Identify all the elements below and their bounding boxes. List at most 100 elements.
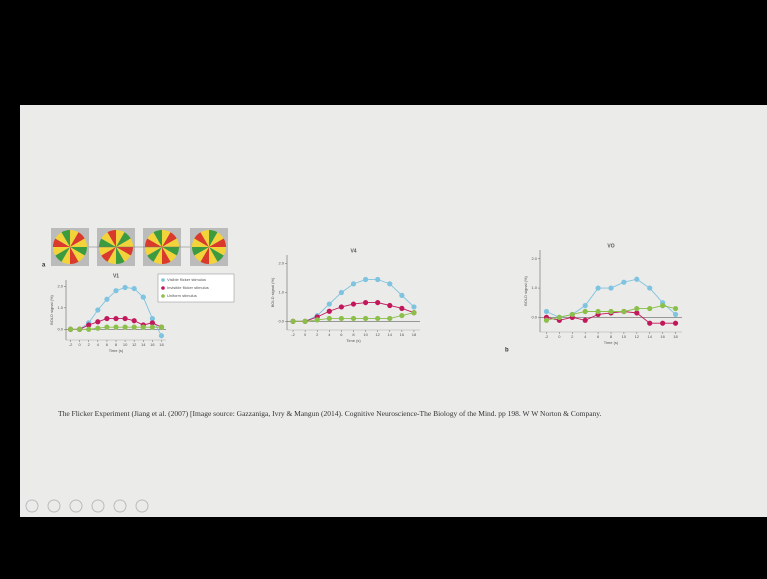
data-point: [132, 318, 137, 323]
x-tick-label: 4: [328, 332, 331, 337]
tool-button[interactable]: [114, 500, 126, 512]
x-tick-label: 10: [123, 342, 128, 347]
x-tick-label: 16: [660, 334, 665, 339]
data-point: [327, 309, 332, 314]
data-point: [113, 288, 118, 293]
data-point: [621, 280, 626, 285]
data-point: [159, 325, 164, 330]
x-tick-label: 0: [304, 332, 307, 337]
data-point: [351, 316, 356, 321]
data-point: [327, 301, 332, 306]
data-point: [399, 313, 404, 318]
data-point: [621, 309, 626, 314]
tool-button[interactable]: [136, 500, 148, 512]
data-point: [339, 304, 344, 309]
legend-swatch: [161, 294, 165, 298]
data-point: [141, 325, 146, 330]
x-tick-label: 14: [141, 342, 146, 347]
data-point: [399, 306, 404, 311]
x-axis-label: Time (s): [604, 340, 619, 345]
x-tick-label: -2: [291, 332, 295, 337]
panel-label: b: [505, 348, 509, 354]
tool-button[interactable]: [92, 500, 104, 512]
x-tick-label: 10: [622, 334, 627, 339]
data-point: [315, 317, 320, 322]
slide-toolbar: [26, 500, 148, 512]
y-tick-label: 1.0: [57, 305, 63, 310]
chart-title: VO: [607, 243, 614, 249]
data-point: [634, 277, 639, 282]
data-point: [375, 277, 380, 282]
data-point: [150, 325, 155, 330]
x-axis-label: Time (s): [346, 338, 361, 343]
data-point: [647, 306, 652, 311]
data-point: [660, 303, 665, 308]
data-point: [570, 312, 575, 317]
chart-title: V4: [350, 248, 356, 254]
x-tick-label: 18: [673, 334, 678, 339]
data-point: [647, 321, 652, 326]
data-point: [544, 318, 549, 323]
tool-button[interactable]: [26, 500, 38, 512]
data-point: [363, 300, 368, 305]
data-point: [351, 281, 356, 286]
x-tick-label: 2: [316, 332, 319, 337]
data-point: [583, 318, 588, 323]
legend-label: Visible flicker stimulus: [167, 277, 206, 282]
tool-button[interactable]: [48, 500, 60, 512]
data-point: [387, 281, 392, 286]
legend-label: Uniform stimulus: [167, 293, 197, 298]
legend-swatch: [161, 278, 165, 282]
data-point: [673, 321, 678, 326]
data-point: [673, 312, 678, 317]
x-tick-label: 0: [79, 342, 82, 347]
x-tick-label: 6: [340, 332, 343, 337]
x-tick-label: 4: [584, 334, 587, 339]
legend-swatch: [161, 286, 165, 290]
y-axis-label: BOLD signal (%): [523, 275, 528, 305]
data-point: [634, 306, 639, 311]
y-tick-label: 0.0: [531, 314, 537, 319]
y-tick-label: 1.0: [278, 290, 284, 295]
data-point: [77, 327, 82, 332]
data-point: [363, 316, 368, 321]
x-tick-label: 16: [150, 342, 155, 347]
data-point: [113, 325, 118, 330]
x-tick-label: 10: [363, 332, 368, 337]
x-tick-label: 18: [159, 342, 164, 347]
x-tick-label: 0: [558, 334, 561, 339]
data-point: [104, 325, 109, 330]
data-point: [647, 285, 652, 290]
x-tick-label: 2: [88, 342, 91, 347]
data-point: [132, 286, 137, 291]
data-point: [95, 319, 100, 324]
data-point: [557, 315, 562, 320]
y-tick-label: 2.0: [531, 256, 537, 261]
data-point: [660, 321, 665, 326]
page: V1 a 0.0 1.0 2.0 -2 0 2 4 6 8 10 12 14 16 18 Time (s) BOL…: [0, 0, 767, 579]
data-point: [363, 277, 368, 282]
y-tick-label: 1.0: [531, 285, 537, 290]
x-tick-label: 2: [571, 334, 574, 339]
panel-label: a: [42, 263, 46, 269]
data-point: [159, 333, 164, 338]
data-point: [608, 285, 613, 290]
y-tick-label: 0.0: [57, 326, 63, 331]
data-point: [583, 303, 588, 308]
tool-button[interactable]: [70, 500, 82, 512]
data-point: [339, 290, 344, 295]
x-tick-label: -2: [69, 342, 73, 347]
chart-title: V1: [113, 273, 119, 279]
caption: The Flicker Experiment (Jiang et al. (20…: [58, 408, 723, 420]
data-point: [113, 316, 118, 321]
x-tick-label: 18: [412, 332, 417, 337]
x-tick-label: 6: [106, 342, 109, 347]
data-point: [595, 309, 600, 314]
data-point: [339, 316, 344, 321]
x-tick-label: 16: [400, 332, 405, 337]
data-point: [122, 285, 127, 290]
x-tick-label: 12: [635, 334, 640, 339]
data-point: [290, 319, 295, 324]
data-point: [95, 326, 100, 331]
x-tick-label: 8: [352, 332, 355, 337]
